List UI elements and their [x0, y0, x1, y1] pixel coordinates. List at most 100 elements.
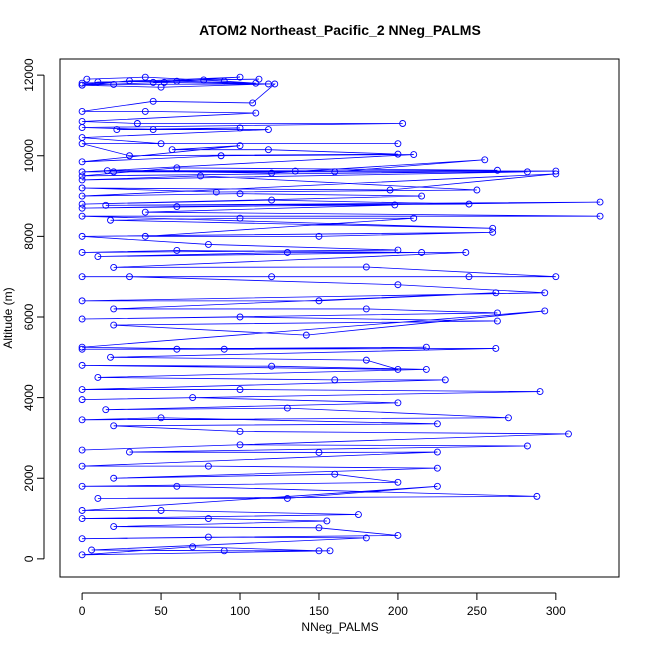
data-point: [189, 394, 197, 402]
data-point: [78, 192, 86, 200]
data-point: [78, 81, 86, 89]
data-point: [94, 253, 102, 260]
x-tick-label: 50: [154, 604, 168, 618]
data-point: [433, 448, 441, 456]
data-point: [102, 406, 110, 414]
data-point: [523, 168, 531, 176]
data-point: [200, 76, 208, 84]
data-point: [493, 166, 501, 174]
data-point: [268, 169, 276, 177]
data-point: [418, 249, 426, 256]
data-point: [78, 232, 86, 240]
data-point: [78, 361, 86, 369]
data-point: [78, 416, 86, 424]
data-point: [391, 201, 399, 209]
data-point: [315, 448, 323, 456]
data-point: [110, 168, 118, 176]
data-point: [410, 214, 418, 222]
data-point: [236, 73, 244, 81]
y-axis: 0 2000 4000 6000 8000 10000 12000: [22, 58, 45, 562]
data-point: [110, 321, 118, 329]
data-point: [149, 78, 157, 86]
data-point: [78, 507, 86, 514]
data-point: [107, 353, 114, 361]
data-point: [149, 126, 157, 133]
data-point: [264, 126, 272, 133]
data-point: [331, 376, 339, 384]
data-point: [268, 273, 276, 281]
data-point: [394, 478, 402, 486]
data-point: [473, 186, 481, 194]
data-point: [394, 140, 402, 148]
data-point: [505, 414, 512, 422]
y-axis-label: Altitude (m): [1, 287, 15, 348]
data-point: [236, 142, 244, 150]
data-point: [355, 511, 362, 518]
data-point: [133, 120, 141, 127]
data-point: [465, 200, 473, 208]
data-point: [283, 404, 291, 412]
data-point: [126, 152, 133, 160]
data-point: [173, 345, 181, 353]
y-tick-label: 4000: [22, 384, 36, 411]
data-point: [362, 534, 370, 542]
data-point: [204, 515, 212, 522]
data-point: [315, 232, 323, 240]
data-point: [173, 482, 181, 490]
data-point: [252, 109, 260, 117]
data-point: [394, 281, 402, 289]
data-point: [323, 517, 331, 525]
data-point: [362, 305, 370, 313]
data-point: [523, 442, 531, 450]
data-point: [596, 212, 604, 220]
data-point: [94, 494, 102, 502]
data-point: [78, 297, 86, 305]
data-point: [217, 152, 225, 160]
data-point: [315, 547, 323, 555]
data-point: [565, 430, 572, 438]
data-point: [536, 388, 544, 396]
x-axis: 0 50 100 150 200 250 300: [79, 592, 566, 618]
data-point: [78, 176, 86, 184]
data-point: [78, 386, 86, 393]
chart-title: ATOM2 Northeast_Pacific_2 NNeg_PALMS: [199, 22, 481, 38]
data-point: [268, 362, 276, 370]
data-point: [126, 273, 133, 281]
data-point: [88, 546, 96, 554]
data-point: [236, 214, 244, 222]
data-point: [433, 464, 441, 472]
data-point: [160, 78, 168, 86]
data-point: [399, 120, 407, 127]
data-point: [533, 492, 541, 500]
data-point: [83, 75, 91, 83]
x-tick-label: 200: [388, 604, 408, 618]
data-point: [596, 198, 604, 206]
data-point: [418, 192, 426, 200]
data-point: [492, 289, 500, 297]
data-point: [394, 246, 402, 254]
data-point: [173, 164, 181, 172]
data-point: [94, 78, 102, 86]
data-point: [78, 107, 86, 115]
data-point: [78, 515, 86, 522]
data-point: [126, 77, 133, 85]
data-point: [220, 77, 228, 85]
data-point: [110, 422, 118, 430]
data-point: [110, 474, 118, 482]
data-point: [78, 158, 86, 166]
data-point: [552, 167, 560, 175]
data-point: [220, 547, 228, 555]
y-tick-label: 10000: [22, 139, 36, 173]
y-tick-label: 2000: [22, 465, 36, 492]
data-point: [141, 208, 149, 216]
data-point: [441, 376, 449, 384]
data-point: [541, 289, 549, 297]
data-point: [410, 151, 418, 158]
data-point: [78, 172, 86, 180]
data-point: [173, 77, 181, 85]
data-point: [422, 365, 430, 373]
data-point: [212, 188, 220, 196]
data-point: [78, 200, 86, 208]
x-tick-label: 300: [546, 604, 566, 618]
data-point: [78, 446, 86, 454]
